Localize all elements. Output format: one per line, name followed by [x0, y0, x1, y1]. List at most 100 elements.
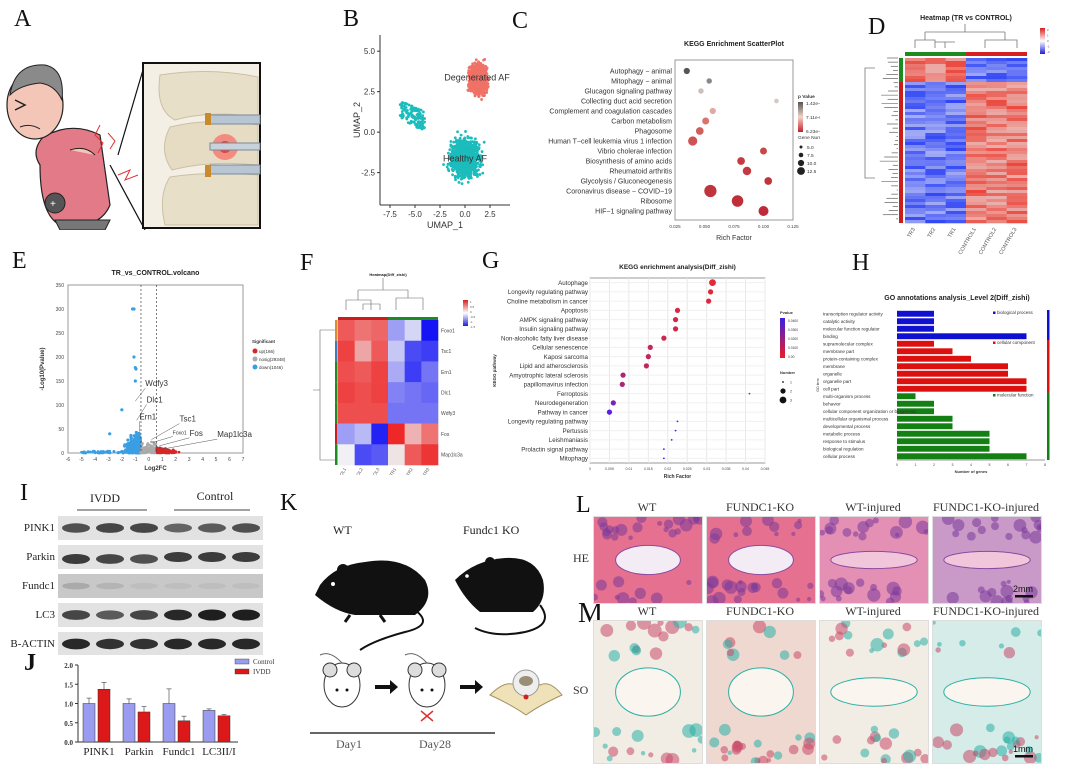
umap-point-healthy	[475, 154, 479, 158]
histology-image: 2mm	[932, 516, 1042, 604]
heatmap-cell	[945, 73, 967, 77]
legend-label: cellular component	[997, 340, 1036, 345]
histology-image	[819, 516, 929, 604]
umap-point-healthy	[455, 156, 459, 160]
umap-point-healthy	[405, 117, 409, 121]
heatmap-cell	[966, 208, 987, 212]
heatmap-cell	[945, 193, 967, 197]
color-legend-tick: 0.0400	[788, 319, 798, 323]
tissue-cell	[972, 750, 979, 757]
x-tick-label: 0	[896, 463, 898, 467]
heatmap-cell	[986, 64, 1007, 68]
umap-point-healthy	[449, 140, 453, 143]
tissue-cell	[986, 723, 995, 733]
heatmap-cell	[905, 73, 926, 77]
tissue-cell	[1029, 530, 1041, 544]
data-point	[674, 307, 681, 313]
row-label: Map1lc3a	[441, 453, 463, 459]
protein-band	[198, 551, 226, 563]
heatmap-cell	[986, 211, 1007, 215]
umap-point-healthy	[458, 136, 462, 140]
histology-column-label: FUNDC1-KO	[725, 604, 794, 618]
tissue-cell	[709, 737, 720, 748]
x-tick-label: 0.050	[699, 224, 711, 229]
heatmap-cell	[925, 127, 946, 131]
timeline-day1-label: Day1	[336, 737, 362, 751]
heatmap-cell	[945, 184, 967, 188]
tissue-cell	[881, 757, 887, 763]
heatmap-cell	[925, 220, 946, 224]
umap-point-healthy	[403, 101, 407, 105]
column-label: CONTROL1	[331, 467, 348, 475]
nucleus-pulposus	[830, 550, 918, 570]
heatmap-cell	[1006, 220, 1028, 224]
x-tick-label: 2	[174, 457, 177, 463]
tissue-cell	[1010, 627, 1021, 637]
heatmap-cell	[925, 82, 946, 86]
umap-point-healthy	[470, 157, 474, 161]
bar	[897, 438, 990, 445]
heatmap-cell	[905, 205, 926, 209]
heatmap-cell	[986, 220, 1007, 224]
tissue-cell	[942, 740, 952, 750]
tissue-cell	[632, 522, 643, 533]
column-label: CONTROL3	[364, 467, 381, 475]
tissue-cell	[636, 517, 647, 523]
heatmap-cell	[966, 73, 987, 77]
scale-bar	[1015, 755, 1033, 758]
heatmap-cell	[404, 423, 422, 445]
histology-image	[706, 620, 816, 764]
umap-point-healthy	[475, 149, 478, 153]
heatmap-cell	[905, 181, 926, 185]
category-label: transcription regulator activity	[823, 311, 883, 316]
histology-column-label: FUNDC1-KO-injured	[933, 500, 1039, 514]
bar	[897, 453, 1027, 460]
category-label: AMPK signaling pathway	[520, 317, 589, 324]
data-point	[731, 195, 744, 207]
heatmap-cell	[905, 82, 926, 86]
umap-point-healthy	[442, 163, 445, 166]
heatmap-cell	[1006, 175, 1028, 179]
heatmap-cell	[966, 88, 987, 92]
heatmap-cell	[338, 423, 355, 445]
x-tick-label: 7	[1026, 463, 1028, 467]
heatmap-cell	[925, 118, 946, 122]
panel-letter-e: E	[12, 248, 27, 274]
nucleus-pulposus	[728, 544, 794, 576]
histology-texture	[594, 621, 702, 763]
heatmap-cell	[986, 193, 1007, 197]
nucleus-pulposus	[943, 550, 1031, 570]
umap-point-healthy	[459, 167, 463, 171]
heatmap-cell	[966, 154, 987, 158]
category-label: multicellular organismal process	[823, 416, 889, 421]
heatmap-cell	[1006, 199, 1028, 203]
heatmap-cell	[925, 190, 946, 194]
tissue-cell	[898, 517, 913, 529]
heatmap-cell	[354, 320, 372, 342]
category-label: Amyotrophic lateral sclerosis	[509, 372, 588, 379]
volcano-point-down	[137, 431, 141, 435]
heatmap-cell	[925, 202, 946, 206]
category-label: supramolecular complex	[823, 341, 873, 346]
category-label: response to stimulus	[823, 439, 866, 444]
data-point	[647, 344, 653, 350]
category-label: Glucagon signaling pathway	[584, 89, 672, 96]
heatmap-cell	[354, 361, 372, 383]
umap-point-healthy	[460, 148, 464, 152]
tissue-cell	[657, 621, 664, 626]
color-legend-tick: -1	[470, 320, 473, 324]
heatmap-cell	[1006, 139, 1028, 143]
heatmap-cell	[404, 382, 422, 404]
tissue-cell	[594, 593, 598, 601]
protein-expression-bar-chart: 0.0 0.5 1.0 1.5 2.0 PINK1 Parkin Fundc1 LC3II/I C…	[64, 658, 274, 758]
umap-point-healthy	[447, 169, 451, 173]
heatmap-cell	[945, 160, 967, 164]
heatmap-cell	[1006, 172, 1028, 176]
tissue-cell	[835, 595, 842, 602]
heatmap-cell	[945, 64, 967, 68]
volcano-point-down	[84, 451, 88, 455]
tissue-cell	[735, 580, 747, 593]
protein-band	[62, 523, 90, 533]
tissue-cell	[608, 746, 619, 757]
umap-point-degenerated	[485, 68, 488, 71]
